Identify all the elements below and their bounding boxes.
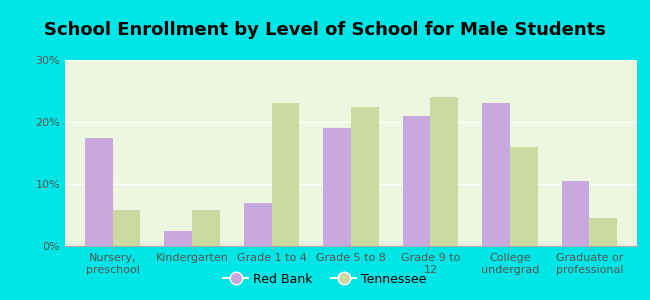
Bar (482, 103, 510, 246)
Bar (590, 218, 617, 246)
Bar (562, 181, 590, 246)
Legend: Red Bank, Tennessee: Red Bank, Tennessee (218, 268, 432, 291)
Bar (510, 147, 538, 246)
Bar (402, 116, 430, 246)
Bar (85, 137, 112, 246)
Bar (244, 202, 272, 246)
Bar (272, 103, 300, 246)
Bar (351, 106, 379, 246)
Bar (192, 210, 220, 246)
Bar (112, 210, 140, 246)
Text: School Enrollment by Level of School for Male Students: School Enrollment by Level of School for… (44, 21, 606, 39)
Bar (323, 128, 351, 246)
Bar (164, 230, 192, 246)
Bar (430, 97, 458, 246)
